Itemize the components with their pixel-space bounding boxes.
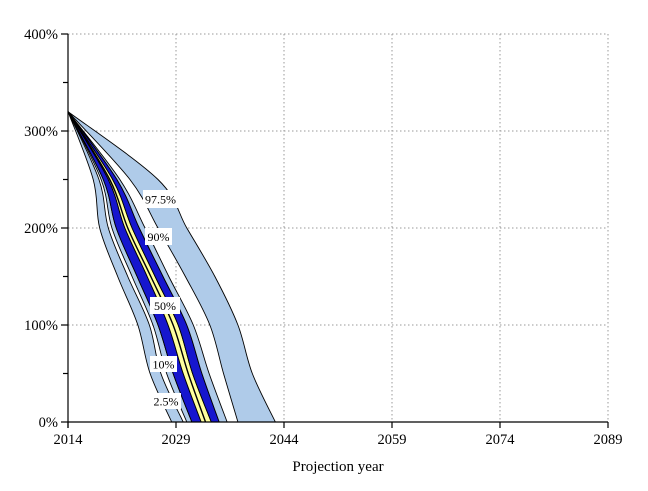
percentile-label: 90% (145, 228, 172, 245)
percentile-label-box (150, 297, 180, 314)
x-tick-label: 2029 (162, 432, 191, 448)
percentile-label-box (150, 356, 177, 372)
x-tick-label: 2089 (594, 432, 623, 448)
y-tick-label: 300% (24, 124, 58, 140)
percentile-label-box (151, 393, 181, 409)
percentile-label-text: 90% (148, 230, 170, 244)
y-tick-label: 400% (24, 27, 58, 43)
percentile-label: 10% (150, 356, 177, 372)
x-tick-label: 2044 (270, 432, 300, 448)
x-tick-label: 2059 (378, 432, 407, 448)
percentile-bands (67, 111, 276, 423)
gridlines (68, 33, 609, 422)
tick-labels: 0% 100% 200% 300% 400% 2014 2029 2044 2059 2074 20… (24, 27, 622, 448)
percentile-label: 50% (150, 297, 180, 314)
percentile-label: 2.5% (151, 393, 181, 409)
x-axis-title: Projection year (292, 459, 383, 475)
percentile-label-text: 10% (153, 358, 175, 372)
y-tick-label: 0% (39, 415, 58, 431)
percentile-label-text: 2.5% (154, 395, 179, 409)
percentile-labels: 97.5% 90% 50% 10% 2.5% (143, 190, 181, 409)
y-tick-label: 200% (24, 221, 58, 237)
percentile-label-box (145, 228, 172, 245)
x-tick-label: 2014 (54, 432, 84, 448)
axes (61, 33, 609, 428)
percentile-label-text: 50% (154, 299, 176, 313)
percentile-label-text: 97.5% (145, 193, 176, 207)
median-line (67, 111, 207, 423)
percentile-label-box (143, 190, 178, 208)
x-tick-label: 2074 (486, 432, 516, 448)
y-tick-label: 100% (24, 318, 58, 334)
percentile-label: 97.5% (143, 190, 178, 208)
